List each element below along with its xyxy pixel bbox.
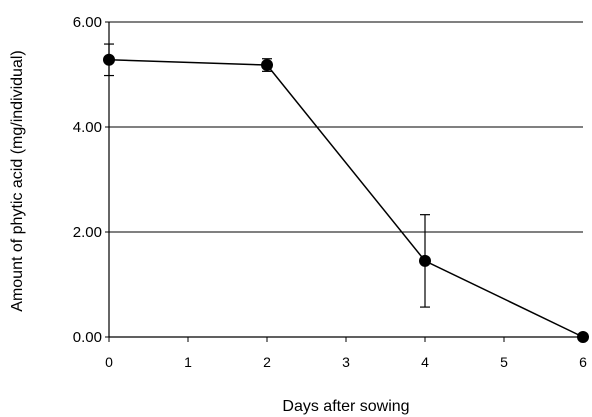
x-tick-labels: 0 1 2 3 4 5 6 [105, 354, 587, 370]
x-axis-title: Days after sowing [282, 398, 409, 415]
y-tick-labels: 0.00 2.00 4.00 6.00 [73, 14, 102, 346]
x-tick-label-0: 0 [105, 354, 113, 370]
x-tick-label-6: 6 [579, 354, 587, 370]
y-tick-label-3: 6.00 [73, 14, 102, 31]
x-tick-label-5: 5 [500, 354, 508, 370]
data-series [103, 43, 589, 343]
data-point-0 [103, 53, 115, 66]
x-tick-label-3: 3 [342, 354, 350, 370]
x-tick-label-4: 4 [421, 354, 429, 370]
data-point-2 [419, 254, 431, 267]
x-tick-label-2: 2 [263, 354, 271, 370]
y-axis-title: Amount of phytic acid (mg/individual) [9, 50, 26, 311]
axes [105, 21, 584, 342]
data-point-3 [577, 331, 589, 343]
series-line-0 [108, 59, 584, 338]
x-tick-label-1: 1 [184, 354, 192, 370]
y-tick-label-1: 2.00 [73, 224, 102, 241]
y-tick-label-2: 4.00 [73, 119, 102, 136]
data-point-1 [261, 59, 273, 72]
y-tick-label-0: 0.00 [73, 329, 102, 346]
gridlines [109, 21, 583, 233]
